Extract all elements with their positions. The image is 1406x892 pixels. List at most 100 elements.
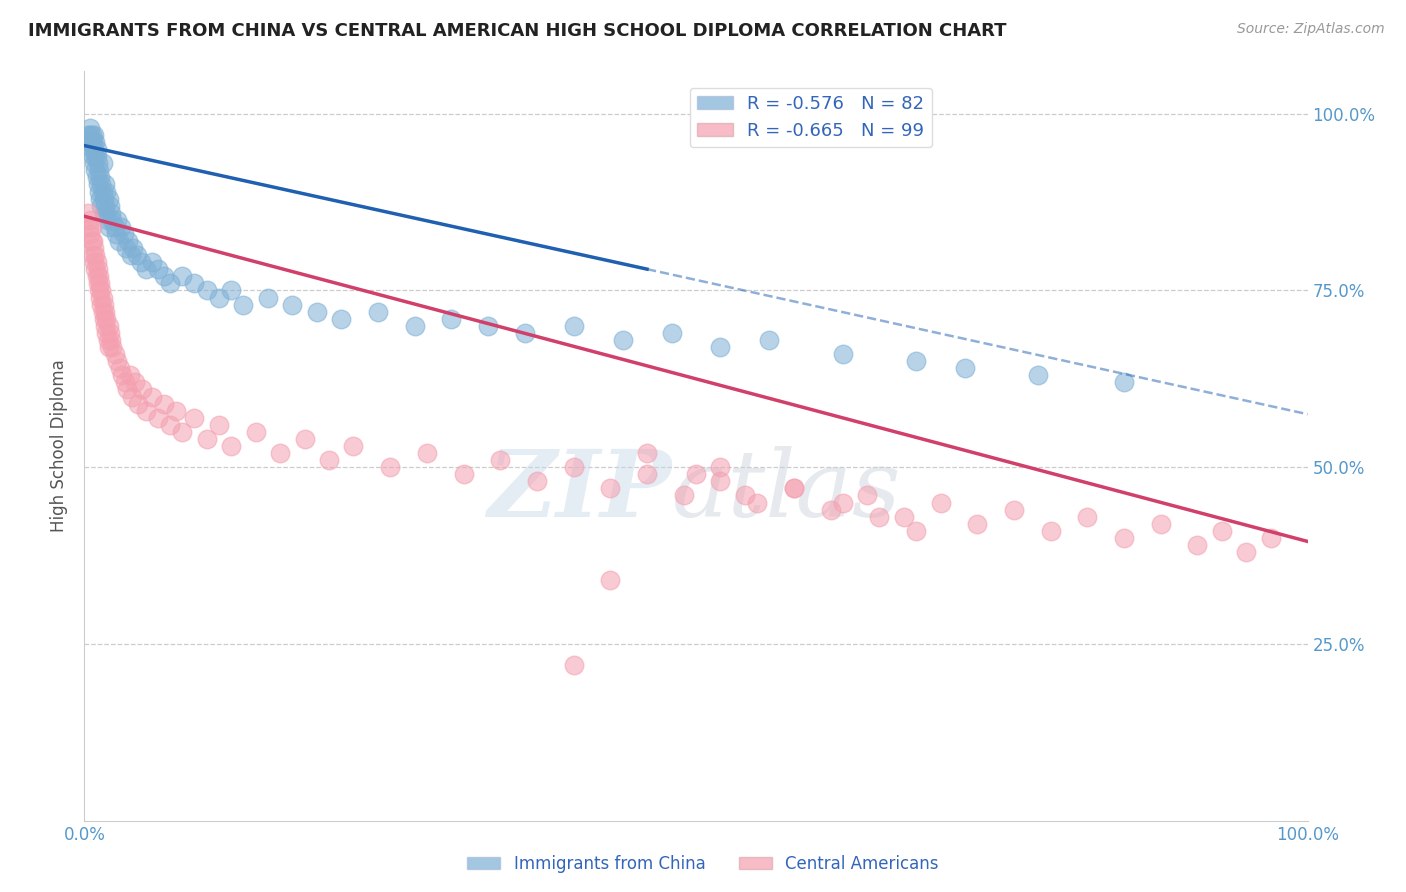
Point — [562, 318, 585, 333]
Point — [93, 311, 115, 326]
Point — [104, 347, 127, 361]
Point — [245, 425, 267, 439]
Point — [734, 488, 756, 502]
Point — [257, 291, 280, 305]
Point — [89, 291, 111, 305]
Point — [146, 410, 169, 425]
Point — [90, 284, 112, 298]
Point — [111, 368, 134, 383]
Point — [93, 298, 115, 312]
Point — [856, 488, 879, 502]
Point — [118, 368, 141, 383]
Legend: R = -0.576   N = 82, R = -0.665   N = 99: R = -0.576 N = 82, R = -0.665 N = 99 — [689, 88, 932, 147]
Point — [1211, 524, 1233, 538]
Point — [599, 482, 621, 496]
Point — [380, 460, 402, 475]
Point — [91, 185, 114, 199]
Point — [141, 255, 163, 269]
Point — [929, 495, 952, 509]
Point — [94, 178, 117, 192]
Text: atlas: atlas — [672, 446, 901, 536]
Point — [93, 192, 115, 206]
Point — [672, 488, 695, 502]
Point — [87, 185, 110, 199]
Point — [953, 361, 976, 376]
Point — [526, 475, 548, 489]
Point — [110, 219, 132, 234]
Point — [83, 128, 105, 142]
Point — [91, 304, 114, 318]
Point — [1002, 502, 1025, 516]
Point — [1236, 545, 1258, 559]
Point — [159, 417, 181, 432]
Point — [91, 156, 114, 170]
Point — [77, 135, 100, 149]
Point — [84, 248, 107, 262]
Point — [79, 128, 101, 142]
Point — [97, 340, 120, 354]
Point — [367, 304, 389, 318]
Point — [97, 318, 120, 333]
Point — [562, 658, 585, 673]
Point — [661, 326, 683, 340]
Point — [83, 156, 105, 170]
Point — [77, 205, 100, 219]
Point — [131, 383, 153, 397]
Point — [685, 467, 707, 482]
Point — [599, 574, 621, 588]
Point — [330, 311, 353, 326]
Point — [96, 205, 118, 219]
Point — [1150, 516, 1173, 531]
Text: ZIP: ZIP — [488, 446, 672, 536]
Point — [1260, 531, 1282, 545]
Point — [172, 425, 194, 439]
Point — [107, 234, 129, 248]
Point — [83, 142, 105, 156]
Point — [294, 432, 316, 446]
Point — [94, 304, 117, 318]
Point — [82, 234, 104, 248]
Point — [905, 524, 928, 538]
Point — [87, 277, 110, 291]
Point — [86, 255, 108, 269]
Point — [1028, 368, 1050, 383]
Point — [440, 311, 463, 326]
Point — [89, 277, 111, 291]
Point — [120, 248, 142, 262]
Point — [966, 516, 988, 531]
Point — [108, 361, 131, 376]
Point — [84, 262, 107, 277]
Point — [305, 304, 328, 318]
Point — [416, 446, 439, 460]
Point — [1114, 531, 1136, 545]
Point — [404, 318, 426, 333]
Point — [709, 460, 731, 475]
Point — [783, 482, 806, 496]
Point — [94, 199, 117, 213]
Point — [269, 446, 291, 460]
Point — [86, 269, 108, 284]
Point — [612, 333, 634, 347]
Point — [747, 495, 769, 509]
Point — [79, 227, 101, 241]
Point — [91, 291, 114, 305]
Point — [141, 390, 163, 404]
Point — [127, 396, 149, 410]
Point — [77, 219, 100, 234]
Point — [90, 178, 112, 192]
Point — [281, 298, 304, 312]
Point — [98, 199, 121, 213]
Point — [195, 432, 218, 446]
Point — [87, 163, 110, 178]
Point — [114, 376, 136, 390]
Point — [905, 354, 928, 368]
Point — [477, 318, 499, 333]
Point — [87, 269, 110, 284]
Point — [100, 205, 122, 219]
Point — [208, 291, 231, 305]
Point — [831, 347, 853, 361]
Point — [195, 284, 218, 298]
Point — [87, 284, 110, 298]
Point — [96, 185, 118, 199]
Point — [709, 340, 731, 354]
